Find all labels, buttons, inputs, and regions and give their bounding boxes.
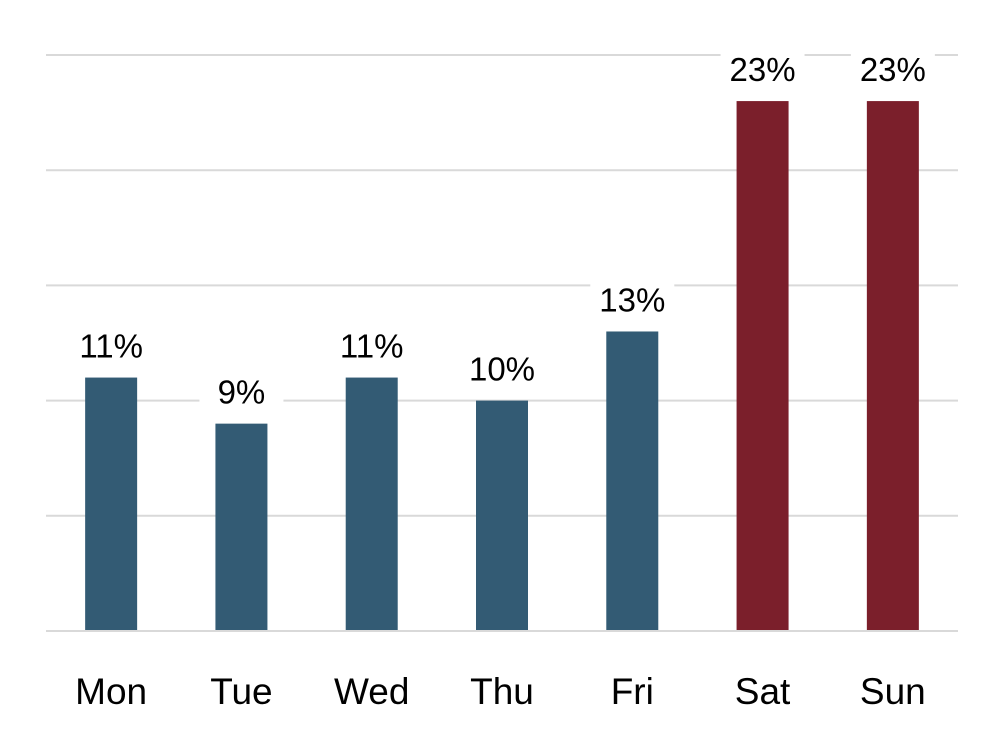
data-label-tue: 9%: [218, 374, 266, 411]
data-label-background-mon: [69, 325, 154, 366]
x-tick-labels: Mon Tue Wed Thu Fri Sat Sun: [75, 671, 926, 712]
bars: [85, 101, 919, 631]
bar-fri: [606, 331, 659, 631]
data-label-wed: 11%: [340, 328, 404, 365]
data-label-background-sat: [720, 49, 805, 90]
data-label-fri: 13%: [599, 281, 665, 318]
x-tick-label-thu: Thu: [470, 671, 534, 712]
bar-wed: [345, 377, 398, 631]
x-tick-label-wed: Wed: [334, 671, 409, 712]
gridlines: [46, 54, 958, 517]
data-label-background-wed: [329, 325, 414, 366]
bar-sun: [866, 101, 919, 631]
data-label-sat: 23%: [730, 51, 796, 88]
bar-thu: [476, 400, 528, 631]
data-label-thu: 10%: [469, 351, 535, 388]
bar-mon: [85, 377, 138, 631]
bar-tue: [215, 423, 268, 631]
bar-sat: [736, 101, 789, 631]
x-tick-label-sat: Sat: [735, 671, 791, 712]
data-label-sun: 23%: [860, 51, 926, 88]
x-tick-label-fri: Fri: [611, 671, 654, 712]
data-label-mon: 11%: [79, 328, 143, 365]
data-label-background-sun: [850, 49, 935, 90]
data-labels: 11% 9% 11% 10% 13% 23% 23%: [69, 49, 935, 412]
x-tick-label-tue: Tue: [210, 671, 272, 712]
x-tick-label-sun: Sun: [860, 671, 926, 712]
data-label-background-thu: [460, 348, 544, 389]
data-label-background-fri: [590, 279, 675, 320]
x-tick-label-mon: Mon: [75, 671, 147, 712]
data-label-background-tue: [199, 371, 284, 412]
